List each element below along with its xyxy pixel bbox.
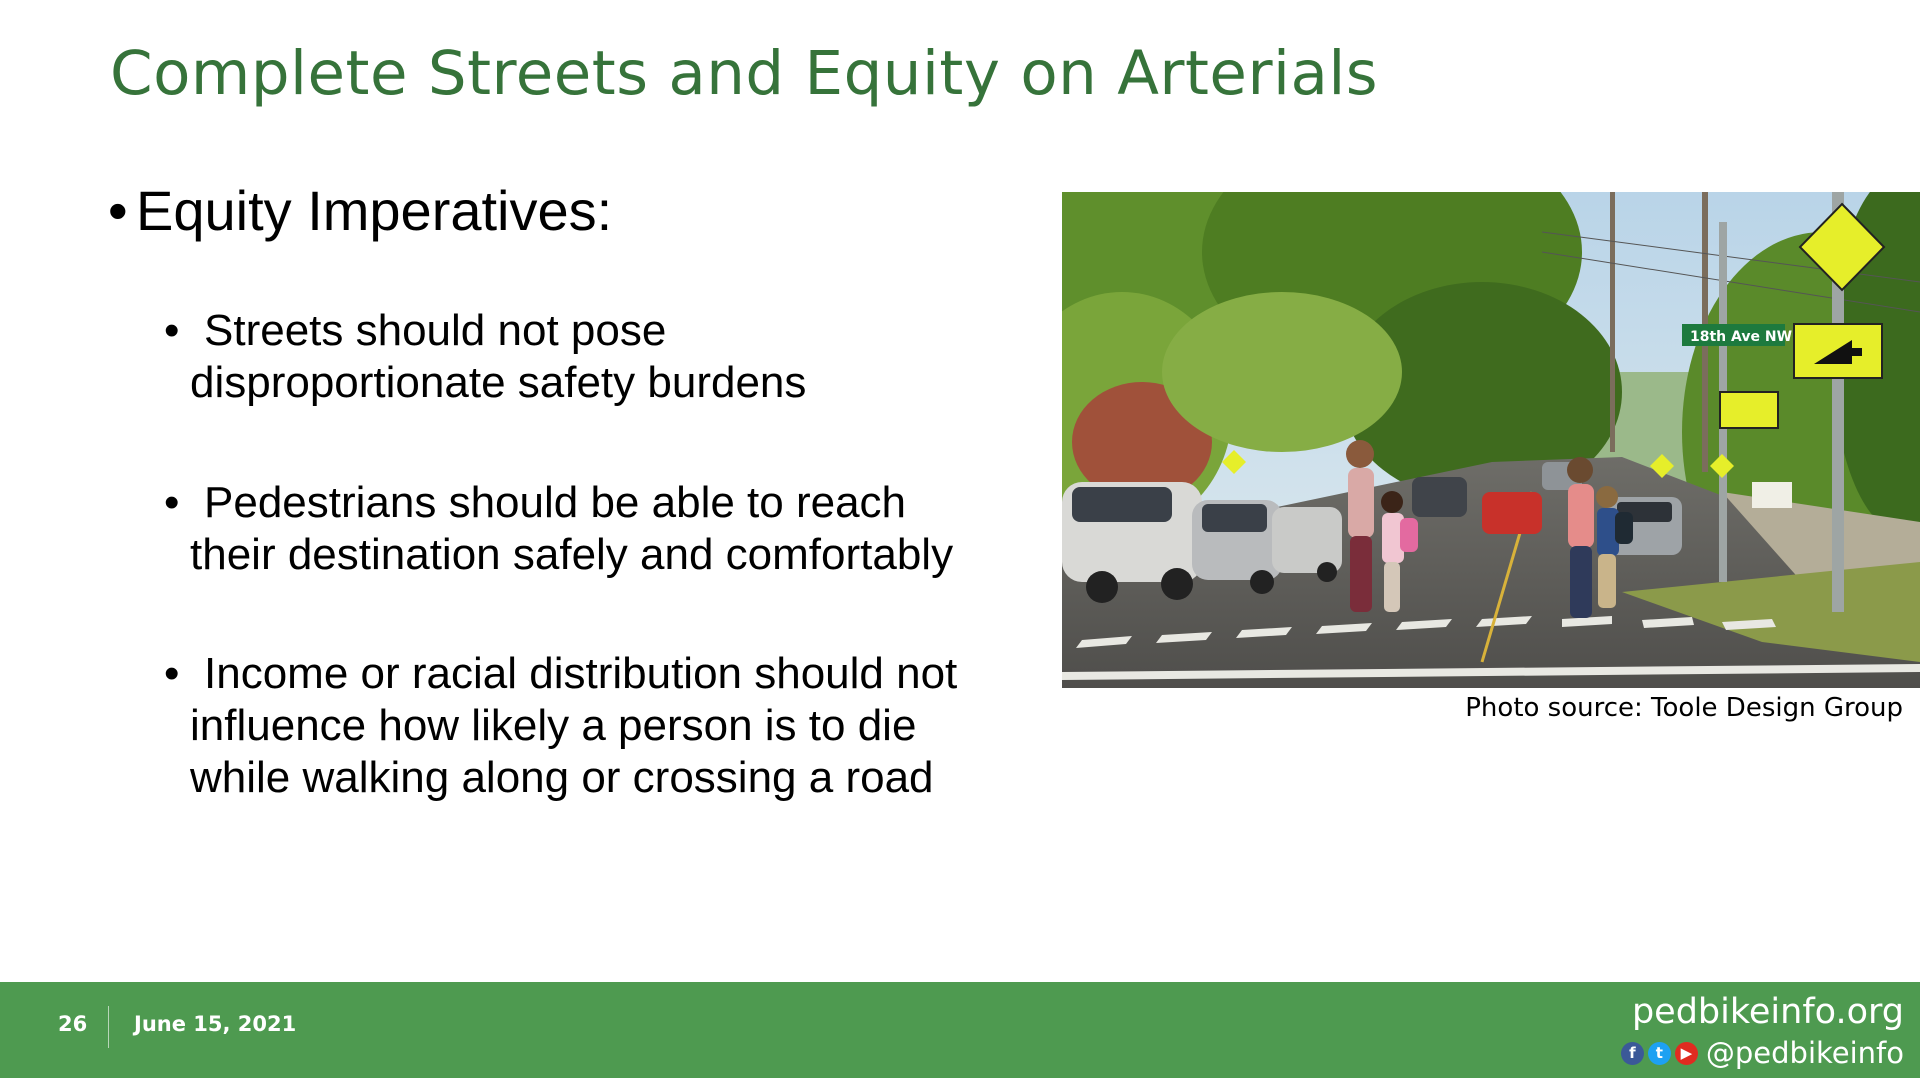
main-bullet: • Equity Imperatives: xyxy=(108,178,612,243)
main-bullet-text: Equity Imperatives: xyxy=(136,179,613,242)
sub-bullet-line: influence how likely a person is to die xyxy=(190,701,917,750)
website-label: pedbikeinfo.org xyxy=(1631,992,1904,1032)
page-number: 26 xyxy=(58,1012,88,1036)
footer-date: June 15, 2021 xyxy=(134,1012,297,1036)
street-crossing-photo: 18th Ave NW xyxy=(1062,192,1920,688)
photo-credit: Photo source: Toole Design Group xyxy=(1465,693,1903,723)
youtube-icon[interactable]: ▶ xyxy=(1674,1041,1698,1065)
facebook-icon[interactable]: f xyxy=(1620,1041,1644,1065)
slide-title: Complete Streets and Equity on Arterials xyxy=(110,38,1379,109)
sub-bullet-line: disproportionate safety burdens xyxy=(190,358,807,407)
bullet-marker: • xyxy=(164,306,180,355)
social-handle: @pedbikeinfo xyxy=(1705,1036,1904,1070)
sub-bullet-line: while walking along or crossing a road xyxy=(190,753,934,802)
sub-bullet-1: • Streets should not pose disproportiona… xyxy=(164,305,1050,409)
sub-bullet-2: • Pedestrians should be able to reach th… xyxy=(164,477,1050,581)
sub-bullet-3: • Income or racial distribution should n… xyxy=(164,648,1050,804)
sub-bullet-line: Pedestrians should be able to reach xyxy=(204,478,907,527)
bullet-marker: • xyxy=(164,478,180,527)
social-links: f t ▶ @pedbikeinfo xyxy=(1620,1036,1904,1070)
footer-divider xyxy=(108,1006,109,1048)
bullet-marker: • xyxy=(108,179,128,242)
street-sign-text: 18th Ave NW xyxy=(1690,329,1792,345)
footer-bar: 26 June 15, 2021 pedbikeinfo.org f t ▶ @… xyxy=(0,982,1920,1078)
bullet-marker: • xyxy=(164,649,180,698)
twitter-icon[interactable]: t xyxy=(1647,1041,1671,1065)
sub-bullet-line: Income or racial distribution should not xyxy=(204,649,958,698)
sub-bullet-line: their destination safely and comfortably xyxy=(190,530,954,579)
sub-bullet-line: Streets should not pose xyxy=(204,306,667,355)
